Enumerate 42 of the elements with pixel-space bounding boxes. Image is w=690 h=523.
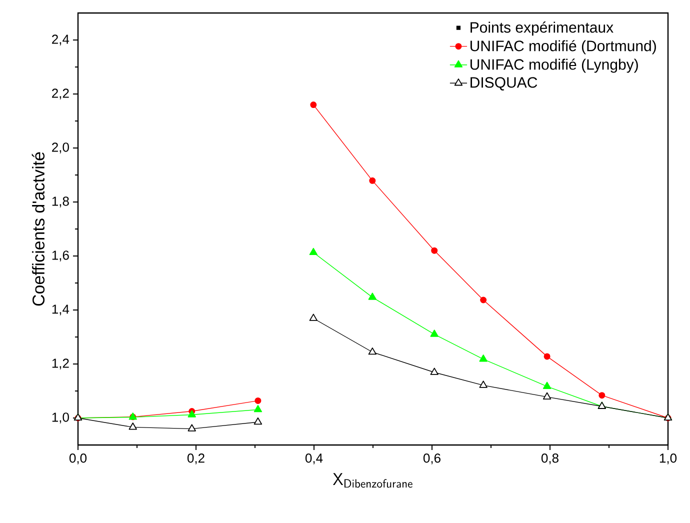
point [430, 330, 438, 337]
y-axis-title: Coefficients d'actvité [32, 152, 45, 306]
point [309, 248, 318, 256]
point [480, 296, 487, 304]
y-tick-label: 1,4 [52, 304, 70, 316]
point [254, 417, 262, 425]
y-tick-label: 1,2 [52, 358, 69, 370]
legend-label: UNIFAC modifié (Lyngby) [470, 58, 638, 73]
point [479, 354, 488, 362]
legend-label: UNIFAC modifié (Dortmund) [470, 40, 656, 54]
point [479, 380, 488, 388]
point [188, 424, 196, 432]
legend-label: Points expérimentaux [470, 22, 614, 36]
point [368, 347, 376, 355]
point [254, 397, 262, 404]
point [254, 404, 262, 412]
point [128, 422, 137, 430]
x-tick-label: 0,6 [423, 454, 440, 464]
x-tick-label: 0,4 [305, 454, 323, 464]
x-tick-label: 1,0 [660, 454, 677, 464]
x-axis-title: $\mathsf{X}_{\mathsf{Dibenzofurane}}$ [332, 473, 412, 488]
y-tick-label: 2,2 [52, 88, 69, 100]
point [542, 392, 552, 400]
y-tick-label: 2,0 [52, 142, 69, 154]
y-tick-label: 2,4 [52, 34, 70, 46]
y-tick-label: 1,6 [52, 250, 69, 262]
point [598, 392, 606, 399]
point [542, 382, 552, 389]
point [310, 102, 317, 108]
point [544, 353, 550, 360]
y-tick-label: 1,0 [52, 412, 69, 424]
legend-label: DISQUAC [470, 77, 538, 90]
x-tick-label: 0,0 [69, 454, 87, 464]
point [431, 247, 438, 254]
point [309, 314, 318, 321]
point [430, 368, 438, 375]
x-tick-label: 0,2 [187, 454, 204, 464]
point [188, 410, 196, 418]
y-tick-label: 1,8 [52, 196, 69, 208]
point [368, 292, 376, 300]
point [369, 177, 376, 184]
x-tick-label: 0,8 [541, 454, 558, 464]
